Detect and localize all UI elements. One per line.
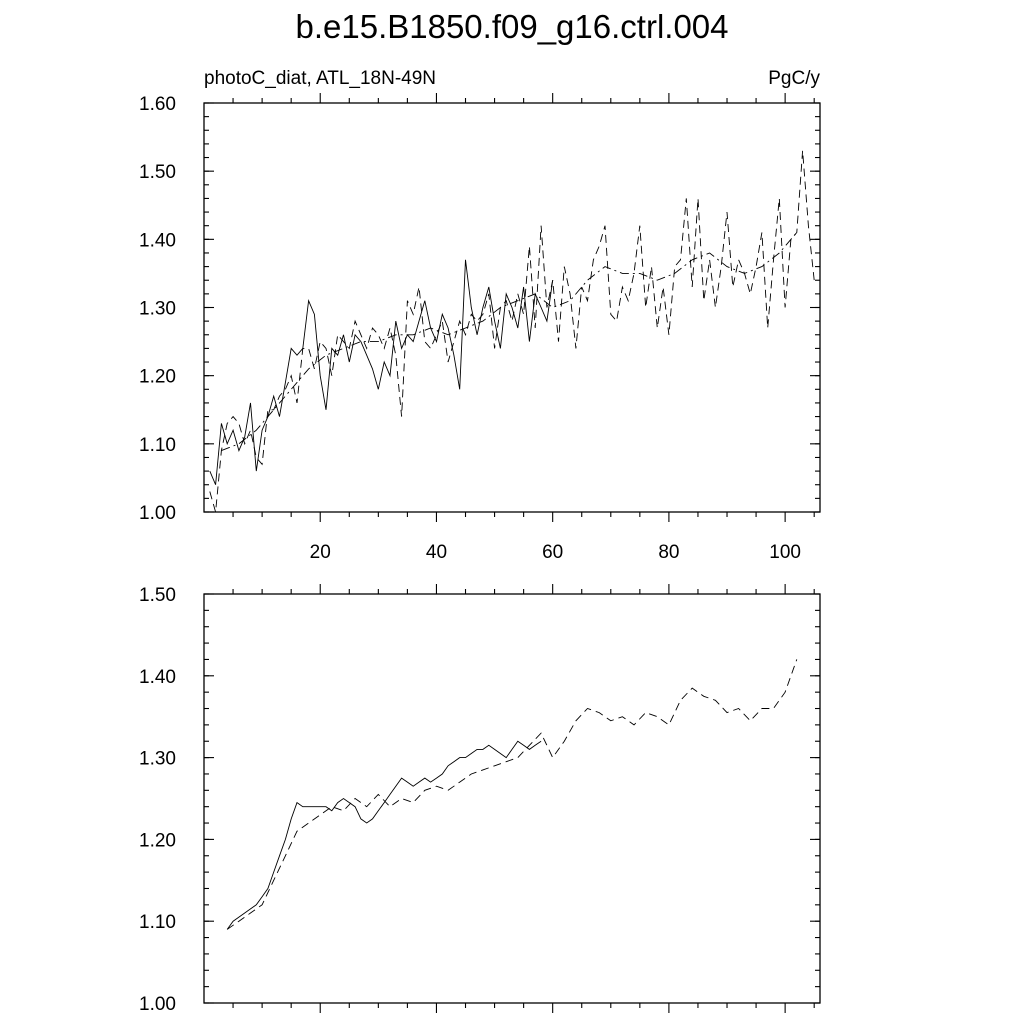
chart-title: b.e15.B1850.f09_g16.ctrl.004 [295, 8, 728, 45]
panel-2: 1.00 1.10 1.20 1.30 1.40 1.50 [139, 584, 821, 1015]
plot-frame [203, 593, 821, 1004]
y-tick-label: 1.00 [139, 994, 176, 1015]
series-line-dashed [226, 659, 798, 930]
y-tick-label: 1.20 [139, 830, 176, 851]
x-tick-label: 100 [769, 542, 801, 563]
y-tick-label: 1.40 [139, 667, 176, 688]
y-tick-label: 1.30 [139, 299, 176, 320]
series-line-solid [226, 740, 542, 930]
x-tick-label: 20 [310, 542, 331, 563]
y-tick-label: 1.40 [139, 230, 176, 251]
y-tick-label: 1.20 [139, 367, 176, 388]
y-tick-label: 1.00 [139, 503, 176, 524]
units-label: PgC/y [768, 68, 820, 89]
y-tick-label: 1.10 [139, 912, 176, 933]
y-tick-label: 1.50 [139, 585, 176, 606]
left-subtitle: photoC_diat, ATL_18N-49N [204, 68, 436, 89]
y-tick-label: 1.30 [139, 749, 176, 770]
panel-1: 1.00 1.10 1.20 1.30 1.40 1.50 1.60 20 40 60 80 100 [139, 93, 821, 563]
series-line-dashed [209, 150, 815, 513]
x-tick-label: 80 [658, 542, 679, 563]
x-tick-label: 60 [542, 542, 563, 563]
y-tick-label: 1.50 [139, 162, 176, 183]
y-tick-label: 1.10 [139, 435, 176, 456]
x-tick-label: 40 [426, 542, 447, 563]
series-line-solid [209, 259, 554, 485]
y-tick-label: 1.60 [139, 94, 176, 115]
